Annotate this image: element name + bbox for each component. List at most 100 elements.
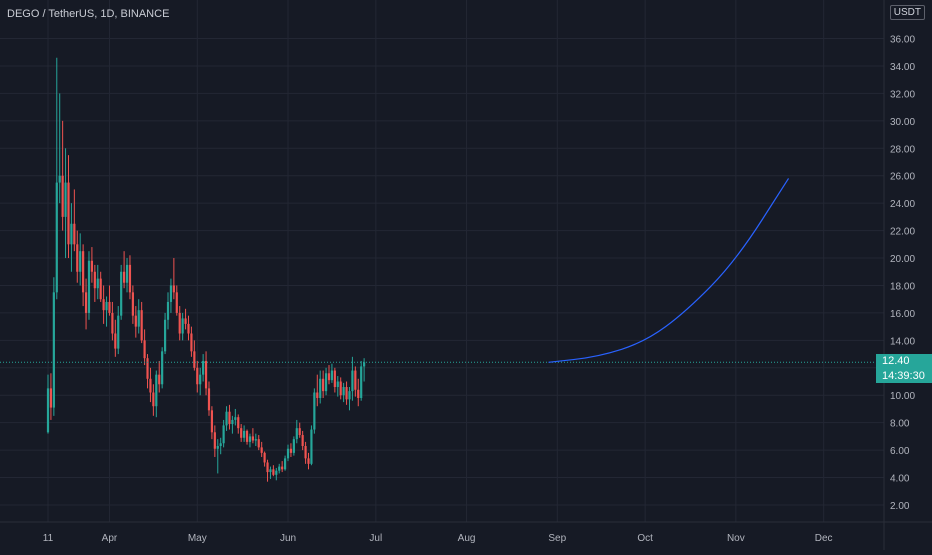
candle[interactable]: [84, 278, 88, 330]
candle[interactable]: [243, 425, 246, 442]
candle[interactable]: [61, 120, 64, 231]
candle[interactable]: [178, 306, 181, 341]
candle[interactable]: [143, 329, 146, 366]
candle[interactable]: [114, 319, 117, 357]
candle[interactable]: [234, 408, 237, 426]
candle[interactable]: [354, 366, 357, 397]
candle[interactable]: [281, 461, 284, 473]
candle[interactable]: [237, 414, 240, 434]
candle[interactable]: [307, 452, 310, 470]
candle[interactable]: [316, 374, 319, 407]
candle[interactable]: [248, 433, 252, 448]
candle[interactable]: [172, 258, 175, 300]
candle[interactable]: [351, 356, 354, 401]
candle[interactable]: [190, 326, 193, 357]
candle[interactable]: [181, 312, 184, 341]
candle[interactable]: [193, 340, 196, 371]
candle[interactable]: [117, 306, 120, 355]
candle[interactable]: [286, 444, 290, 462]
candle[interactable]: [342, 382, 345, 403]
candle[interactable]: [269, 466, 272, 479]
candle[interactable]: [202, 354, 205, 382]
candle[interactable]: [348, 387, 351, 411]
candle[interactable]: [87, 251, 91, 320]
candle[interactable]: [79, 233, 82, 286]
candle[interactable]: [73, 189, 76, 252]
candle[interactable]: [295, 419, 298, 444]
candle[interactable]: [111, 301, 114, 341]
candle[interactable]: [327, 365, 331, 385]
candle[interactable]: [278, 463, 281, 474]
candle[interactable]: [245, 429, 249, 445]
candle[interactable]: [263, 451, 266, 467]
candle[interactable]: [137, 299, 140, 334]
candle[interactable]: [216, 439, 219, 474]
candle[interactable]: [251, 428, 254, 444]
candle[interactable]: [199, 367, 202, 396]
candle[interactable]: [339, 377, 342, 400]
candle[interactable]: [55, 57, 58, 300]
candle[interactable]: [336, 376, 339, 397]
candle[interactable]: [169, 278, 173, 313]
candle[interactable]: [163, 312, 167, 355]
candle[interactable]: [219, 437, 222, 455]
candle[interactable]: [76, 230, 79, 283]
candle[interactable]: [231, 415, 234, 434]
candle[interactable]: [161, 347, 164, 389]
candle[interactable]: [46, 374, 50, 434]
candle[interactable]: [120, 264, 123, 320]
candle[interactable]: [289, 443, 293, 457]
candle[interactable]: [187, 315, 190, 341]
candle[interactable]: [146, 354, 149, 389]
candle[interactable]: [272, 465, 275, 477]
candle[interactable]: [310, 425, 313, 466]
candle[interactable]: [90, 247, 94, 283]
candle[interactable]: [266, 459, 269, 482]
candle[interactable]: [149, 367, 152, 403]
candle[interactable]: [260, 441, 263, 457]
candle[interactable]: [93, 264, 96, 302]
candle[interactable]: [105, 296, 108, 327]
candle[interactable]: [140, 301, 143, 344]
candle[interactable]: [64, 148, 67, 259]
candle[interactable]: [322, 370, 325, 398]
candle[interactable]: [283, 455, 287, 471]
candle[interactable]: [49, 373, 53, 420]
candle[interactable]: [123, 251, 126, 289]
candle[interactable]: [345, 381, 348, 405]
candle[interactable]: [275, 467, 278, 481]
candle[interactable]: [67, 155, 70, 259]
candle[interactable]: [125, 258, 129, 293]
candle[interactable]: [134, 306, 137, 338]
candle[interactable]: [225, 406, 228, 431]
candle[interactable]: [184, 308, 187, 330]
candle[interactable]: [131, 285, 134, 324]
candle[interactable]: [52, 277, 55, 416]
currency-badge[interactable]: USDT: [889, 5, 925, 20]
candle[interactable]: [319, 370, 322, 404]
candle[interactable]: [298, 422, 301, 438]
candle[interactable]: [207, 381, 211, 416]
candle[interactable]: [363, 358, 366, 382]
candle[interactable]: [210, 406, 214, 440]
candle[interactable]: [158, 360, 161, 393]
candle[interactable]: [301, 430, 304, 451]
candle[interactable]: [360, 360, 363, 401]
candle[interactable]: [166, 292, 170, 330]
candle[interactable]: [152, 384, 155, 416]
candle[interactable]: [257, 435, 260, 451]
candle[interactable]: [128, 255, 132, 300]
candle[interactable]: [330, 363, 334, 383]
candle[interactable]: [82, 244, 85, 307]
projection-curve[interactable]: [548, 178, 790, 363]
candle[interactable]: [333, 367, 336, 393]
candle[interactable]: [108, 285, 111, 316]
candle[interactable]: [155, 370, 158, 418]
candle[interactable]: [204, 351, 208, 396]
candle[interactable]: [357, 378, 360, 407]
candle[interactable]: [240, 424, 243, 442]
candle[interactable]: [213, 425, 216, 457]
candle[interactable]: [304, 441, 307, 464]
